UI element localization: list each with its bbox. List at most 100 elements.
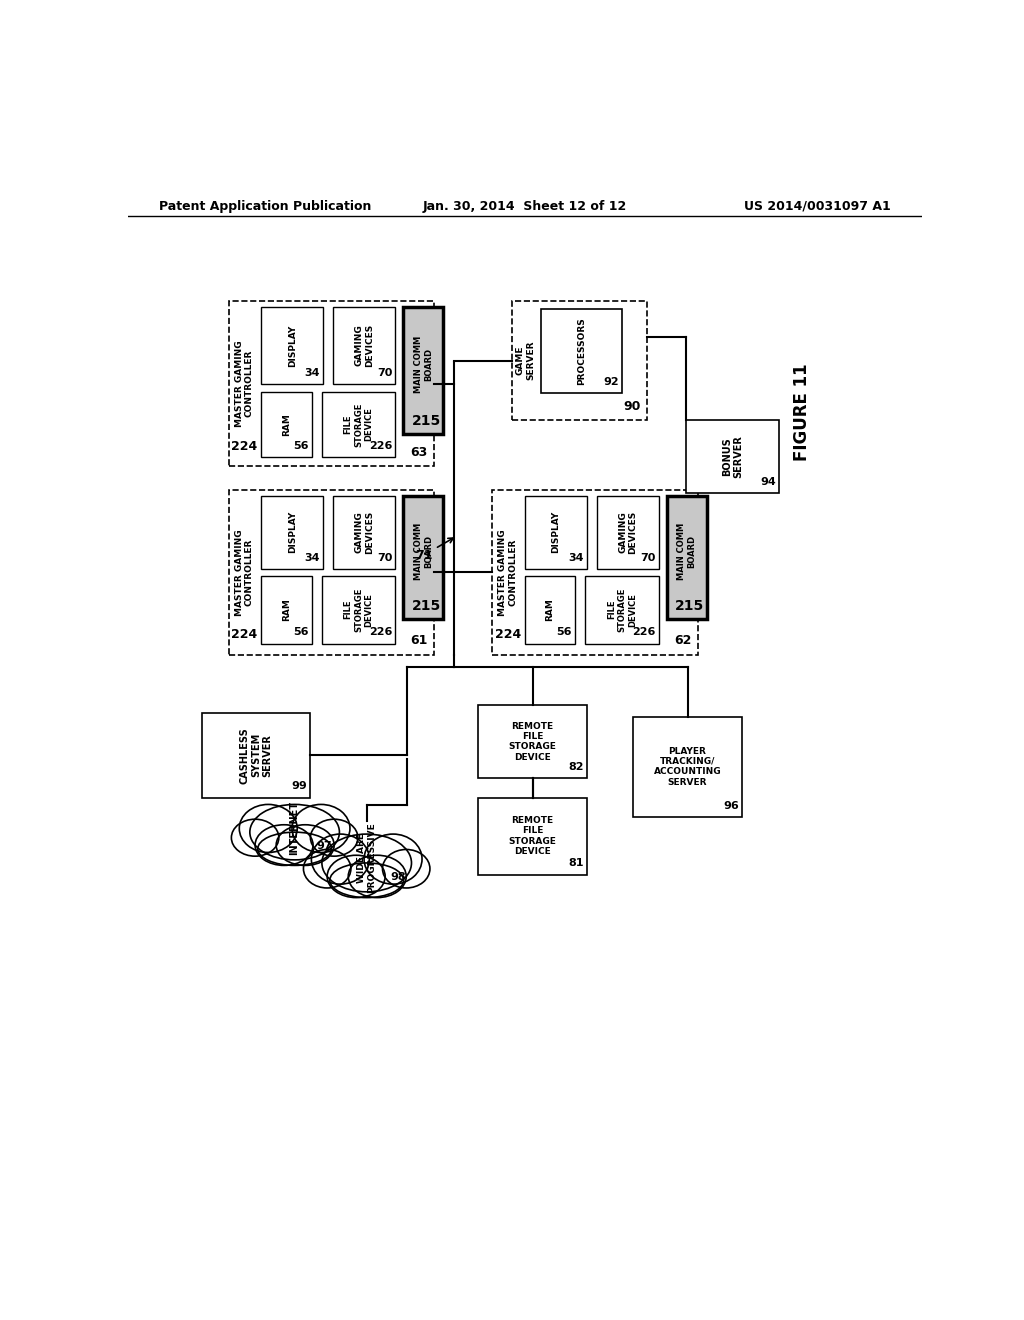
Text: WIDE ARE
PROGRESSIVE: WIDE ARE PROGRESSIVE <box>357 822 377 892</box>
Ellipse shape <box>276 825 334 866</box>
Text: GAME
SERVER: GAME SERVER <box>516 341 536 380</box>
Text: Jan. 30, 2014  Sheet 12 of 12: Jan. 30, 2014 Sheet 12 of 12 <box>423 199 627 213</box>
Bar <box>334 308 395 384</box>
Text: MAIN COMM
BOARD: MAIN COMM BOARD <box>414 523 433 579</box>
Text: 56: 56 <box>293 627 308 638</box>
Text: 70: 70 <box>377 368 392 378</box>
Bar <box>633 717 741 817</box>
Text: 96: 96 <box>723 801 738 810</box>
Text: MASTER GAMING
CONTROLLER: MASTER GAMING CONTROLLER <box>498 529 517 615</box>
Text: REMOTE
FILE
STORAGE
DEVICE: REMOTE FILE STORAGE DEVICE <box>509 722 556 762</box>
Text: FILE
STORAGE
DEVICE: FILE STORAGE DEVICE <box>607 587 637 632</box>
Text: FILE
STORAGE
DEVICE: FILE STORAGE DEVICE <box>344 403 374 446</box>
Text: FILE
STORAGE
DEVICE: FILE STORAGE DEVICE <box>344 587 374 632</box>
Ellipse shape <box>348 855 407 898</box>
Bar <box>403 308 443 434</box>
Text: 92: 92 <box>604 378 620 387</box>
Bar <box>686 420 779 494</box>
Text: Patent Application Publication: Patent Application Publication <box>159 199 372 213</box>
Bar <box>261 308 324 384</box>
Text: 215: 215 <box>412 414 441 428</box>
Text: GAMING
DEVICES: GAMING DEVICES <box>354 511 374 554</box>
Text: MASTER GAMING
CONTROLLER: MASTER GAMING CONTROLLER <box>234 529 254 615</box>
Text: 224: 224 <box>231 628 257 642</box>
Bar <box>261 392 311 457</box>
Text: DISPLAY: DISPLAY <box>551 511 560 553</box>
Bar <box>322 576 395 644</box>
Text: 81: 81 <box>568 858 584 869</box>
Bar <box>202 713 310 797</box>
Text: 226: 226 <box>369 627 392 638</box>
Bar <box>597 496 658 569</box>
Bar <box>586 576 658 644</box>
Text: 98: 98 <box>390 873 406 882</box>
Bar <box>478 797 587 875</box>
Text: FIGURE 11: FIGURE 11 <box>794 364 811 461</box>
Ellipse shape <box>383 850 430 888</box>
Text: 63: 63 <box>411 446 428 459</box>
Text: 70: 70 <box>640 553 655 562</box>
Text: 82: 82 <box>568 762 584 772</box>
Text: 34: 34 <box>305 368 321 378</box>
Text: 226: 226 <box>633 627 655 638</box>
Bar <box>524 496 587 569</box>
Ellipse shape <box>365 834 422 884</box>
Text: 97: 97 <box>316 841 332 851</box>
Text: RAM: RAM <box>282 413 291 436</box>
Text: 215: 215 <box>412 599 441 612</box>
Text: BONUS
SERVER: BONUS SERVER <box>722 436 743 478</box>
Bar <box>478 705 587 779</box>
Text: MAIN COMM
BOARD: MAIN COMM BOARD <box>414 335 433 393</box>
Bar <box>667 496 707 619</box>
Ellipse shape <box>310 820 357 857</box>
Bar <box>334 496 395 569</box>
Bar <box>322 392 395 457</box>
Ellipse shape <box>328 855 385 898</box>
Text: 94: 94 <box>760 478 776 487</box>
Text: 224: 224 <box>231 440 257 453</box>
Text: INTERNET: INTERNET <box>290 801 300 855</box>
Ellipse shape <box>311 834 370 884</box>
Text: 224: 224 <box>495 628 521 642</box>
Text: CASHLESS
SYSTEM
SERVER: CASHLESS SYSTEM SERVER <box>240 727 272 784</box>
Text: 70: 70 <box>377 553 392 562</box>
Text: DISPLAY: DISPLAY <box>288 511 297 553</box>
Text: MAIN COMM
BOARD: MAIN COMM BOARD <box>677 523 696 579</box>
Text: GAMING
DEVICES: GAMING DEVICES <box>354 323 374 367</box>
Ellipse shape <box>292 804 350 853</box>
Text: 62: 62 <box>674 635 691 647</box>
Bar <box>261 576 311 644</box>
Text: US 2014/0031097 A1: US 2014/0031097 A1 <box>743 199 891 213</box>
Text: GAMING
DEVICES: GAMING DEVICES <box>618 511 638 554</box>
Text: 90: 90 <box>624 400 641 412</box>
Text: 61: 61 <box>411 635 428 647</box>
Text: 56: 56 <box>557 627 572 638</box>
Text: REMOTE
FILE
STORAGE
DEVICE: REMOTE FILE STORAGE DEVICE <box>509 816 556 857</box>
Text: 56: 56 <box>293 441 308 451</box>
Text: 226: 226 <box>369 441 392 451</box>
Bar <box>403 496 443 619</box>
Ellipse shape <box>255 825 313 866</box>
Ellipse shape <box>303 850 351 888</box>
Bar <box>524 576 575 644</box>
Text: PROCESSORS: PROCESSORS <box>578 317 587 384</box>
Ellipse shape <box>258 832 332 866</box>
Bar <box>512 301 647 420</box>
Text: 99: 99 <box>291 781 307 792</box>
Bar <box>228 490 434 655</box>
Text: 71: 71 <box>415 539 454 562</box>
Text: PLAYER
TRACKING/
ACCOUNTING
SERVER: PLAYER TRACKING/ ACCOUNTING SERVER <box>653 747 721 787</box>
Bar <box>261 496 324 569</box>
Text: 34: 34 <box>305 553 321 562</box>
Text: 215: 215 <box>676 599 705 612</box>
Ellipse shape <box>231 820 279 857</box>
Text: 34: 34 <box>568 553 584 562</box>
Ellipse shape <box>250 804 339 859</box>
Bar <box>493 490 697 655</box>
Ellipse shape <box>330 863 403 898</box>
Text: DISPLAY: DISPLAY <box>288 325 297 367</box>
Text: RAM: RAM <box>546 598 554 620</box>
Ellipse shape <box>322 834 412 892</box>
Ellipse shape <box>240 804 297 853</box>
Bar <box>228 301 434 466</box>
